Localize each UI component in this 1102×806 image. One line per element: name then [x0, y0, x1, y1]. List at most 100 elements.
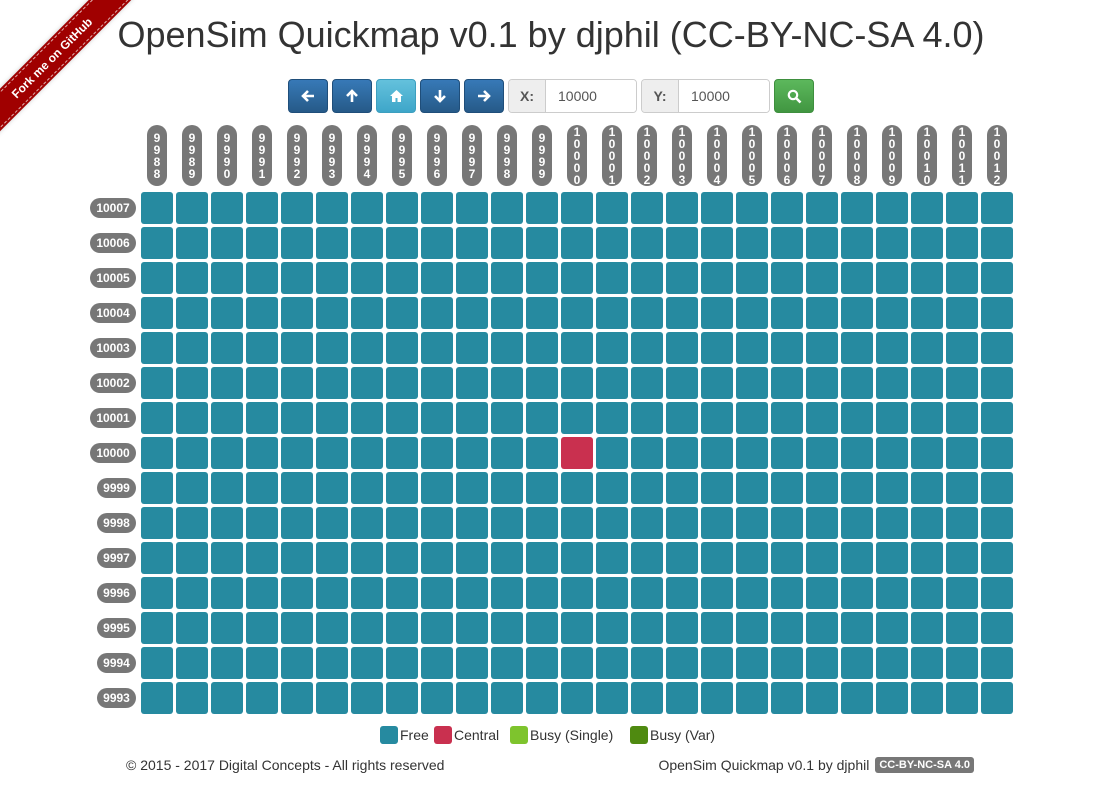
- region-cell[interactable]: [631, 682, 663, 714]
- region-cell[interactable]: [386, 577, 418, 609]
- home-button[interactable]: [376, 79, 416, 113]
- region-cell[interactable]: [946, 227, 978, 259]
- region-cell[interactable]: [456, 262, 488, 294]
- region-cell[interactable]: [141, 367, 173, 399]
- region-cell[interactable]: [316, 367, 348, 399]
- region-cell[interactable]: [666, 297, 698, 329]
- region-cell[interactable]: [666, 402, 698, 434]
- region-cell[interactable]: [771, 612, 803, 644]
- region-cell[interactable]: [946, 542, 978, 574]
- region-cell[interactable]: [701, 507, 733, 539]
- region-cell[interactable]: [911, 402, 943, 434]
- region-cell[interactable]: [841, 402, 873, 434]
- region-cell[interactable]: [246, 227, 278, 259]
- region-cell[interactable]: [561, 682, 593, 714]
- region-cell[interactable]: [736, 227, 768, 259]
- region-cell[interactable]: [701, 367, 733, 399]
- region-cell-central[interactable]: [561, 437, 593, 469]
- region-cell[interactable]: [211, 192, 243, 224]
- region-cell[interactable]: [211, 262, 243, 294]
- region-cell[interactable]: [386, 542, 418, 574]
- region-cell[interactable]: [876, 332, 908, 364]
- region-cell[interactable]: [806, 332, 838, 364]
- region-cell[interactable]: [316, 577, 348, 609]
- region-cell[interactable]: [386, 227, 418, 259]
- region-cell[interactable]: [211, 437, 243, 469]
- region-cell[interactable]: [316, 227, 348, 259]
- region-cell[interactable]: [491, 227, 523, 259]
- region-cell[interactable]: [666, 647, 698, 679]
- region-cell[interactable]: [141, 612, 173, 644]
- region-cell[interactable]: [771, 227, 803, 259]
- region-cell[interactable]: [526, 507, 558, 539]
- region-cell[interactable]: [316, 332, 348, 364]
- region-cell[interactable]: [351, 262, 383, 294]
- region-cell[interactable]: [666, 542, 698, 574]
- region-cell[interactable]: [456, 402, 488, 434]
- region-cell[interactable]: [736, 262, 768, 294]
- region-cell[interactable]: [981, 682, 1013, 714]
- region-cell[interactable]: [176, 472, 208, 504]
- region-cell[interactable]: [911, 227, 943, 259]
- region-cell[interactable]: [806, 647, 838, 679]
- region-cell[interactable]: [246, 542, 278, 574]
- region-cell[interactable]: [526, 192, 558, 224]
- region-cell[interactable]: [211, 577, 243, 609]
- region-cell[interactable]: [631, 472, 663, 504]
- region-cell[interactable]: [771, 647, 803, 679]
- region-cell[interactable]: [456, 682, 488, 714]
- region-cell[interactable]: [246, 192, 278, 224]
- region-cell[interactable]: [981, 612, 1013, 644]
- region-cell[interactable]: [211, 647, 243, 679]
- region-cell[interactable]: [351, 192, 383, 224]
- move-left-button[interactable]: [288, 79, 328, 113]
- region-cell[interactable]: [561, 227, 593, 259]
- region-cell[interactable]: [666, 437, 698, 469]
- region-cell[interactable]: [771, 437, 803, 469]
- y-input[interactable]: [679, 80, 769, 112]
- region-cell[interactable]: [666, 577, 698, 609]
- region-cell[interactable]: [701, 542, 733, 574]
- region-cell[interactable]: [806, 472, 838, 504]
- region-cell[interactable]: [806, 262, 838, 294]
- region-cell[interactable]: [911, 297, 943, 329]
- region-cell[interactable]: [596, 577, 628, 609]
- region-cell[interactable]: [316, 542, 348, 574]
- region-cell[interactable]: [491, 682, 523, 714]
- region-cell[interactable]: [911, 507, 943, 539]
- region-cell[interactable]: [386, 507, 418, 539]
- region-cell[interactable]: [631, 647, 663, 679]
- region-cell[interactable]: [596, 367, 628, 399]
- region-cell[interactable]: [281, 332, 313, 364]
- region-cell[interactable]: [596, 647, 628, 679]
- region-cell[interactable]: [736, 367, 768, 399]
- region-cell[interactable]: [421, 192, 453, 224]
- region-cell[interactable]: [841, 542, 873, 574]
- region-cell[interactable]: [946, 262, 978, 294]
- region-cell[interactable]: [631, 577, 663, 609]
- region-cell[interactable]: [351, 542, 383, 574]
- region-cell[interactable]: [736, 297, 768, 329]
- region-cell[interactable]: [841, 472, 873, 504]
- region-cell[interactable]: [806, 612, 838, 644]
- region-cell[interactable]: [911, 647, 943, 679]
- region-cell[interactable]: [351, 612, 383, 644]
- region-cell[interactable]: [211, 682, 243, 714]
- region-cell[interactable]: [911, 577, 943, 609]
- region-cell[interactable]: [561, 367, 593, 399]
- region-cell[interactable]: [211, 367, 243, 399]
- region-cell[interactable]: [526, 437, 558, 469]
- region-cell[interactable]: [491, 402, 523, 434]
- region-cell[interactable]: [771, 402, 803, 434]
- region-cell[interactable]: [176, 647, 208, 679]
- region-cell[interactable]: [421, 227, 453, 259]
- region-cell[interactable]: [351, 507, 383, 539]
- region-cell[interactable]: [141, 402, 173, 434]
- region-cell[interactable]: [561, 332, 593, 364]
- region-cell[interactable]: [456, 192, 488, 224]
- region-cell[interactable]: [631, 612, 663, 644]
- region-cell[interactable]: [281, 367, 313, 399]
- region-cell[interactable]: [176, 262, 208, 294]
- region-cell[interactable]: [806, 367, 838, 399]
- license-badge[interactable]: CC-BY-NC-SA 4.0: [875, 757, 974, 773]
